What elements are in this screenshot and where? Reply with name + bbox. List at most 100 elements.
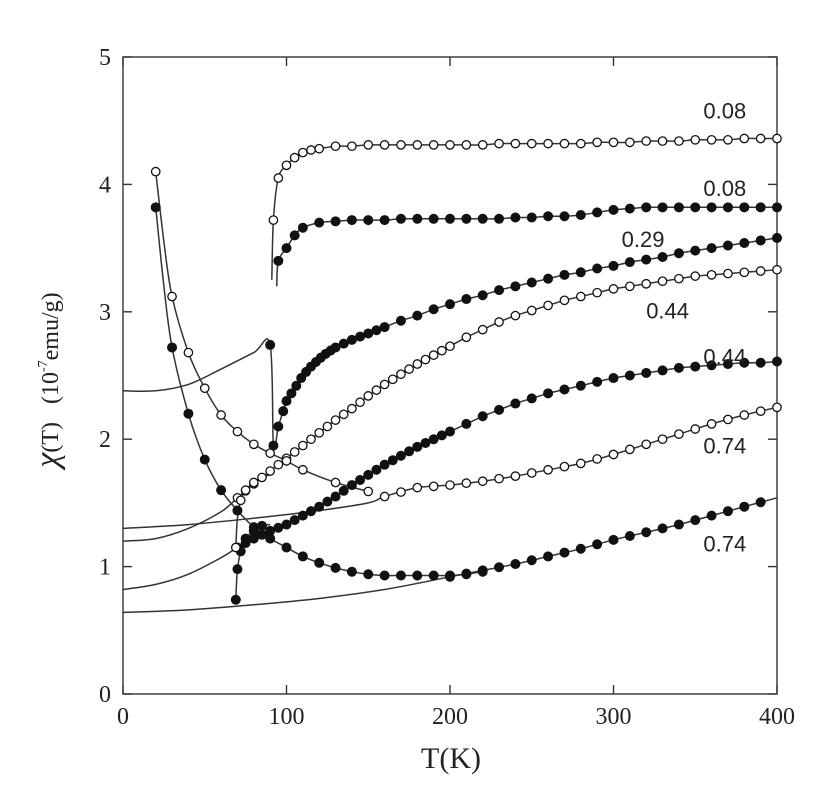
data-point-filled: [281, 519, 292, 530]
data-point-filled: [575, 267, 586, 278]
data-point-filled: [216, 485, 227, 496]
axes-frame: [122, 56, 778, 695]
data-point-open: [624, 281, 635, 292]
data-point-open: [477, 324, 488, 335]
data-point-filled: [543, 388, 554, 399]
data-point-filled: [477, 213, 488, 224]
data-point-filled: [387, 455, 398, 466]
series-labels: 0.08 0.08 0.29 0.44 0.44 0.74 0.74: [622, 99, 747, 557]
data-point-filled: [322, 496, 333, 507]
data-point-open: [624, 137, 635, 148]
data-point-filled: [273, 255, 284, 266]
data-point-open: [396, 487, 406, 497]
data-point-open: [526, 305, 537, 316]
data-point-open: [289, 447, 300, 457]
data-point-open: [436, 345, 447, 356]
y-axis-label: χ(T)(10-7emu/g): [29, 292, 66, 470]
data-point-filled: [624, 257, 635, 268]
data-point-filled: [412, 570, 423, 581]
data-point-open: [412, 359, 423, 369]
data-point-open: [445, 341, 455, 352]
data-point-filled: [444, 426, 455, 437]
data-point-filled: [559, 384, 570, 395]
data-point-open: [608, 449, 619, 460]
data-point-filled: [559, 269, 570, 280]
data-point-open: [559, 138, 570, 149]
data-point-filled: [314, 557, 325, 568]
data-point-filled: [346, 566, 357, 577]
data-point-filled: [510, 281, 521, 292]
data-point-open: [739, 133, 750, 144]
data-point-open: [706, 419, 717, 429]
data-point-open: [477, 140, 488, 150]
data-point-filled: [739, 501, 750, 512]
data-point-filled: [624, 370, 635, 381]
data-point-open: [575, 458, 586, 469]
data-point-open: [355, 397, 365, 408]
data-point-filled: [297, 222, 308, 233]
data-point-open: [297, 147, 308, 158]
data-point-filled: [673, 202, 684, 213]
data-point-filled: [338, 485, 349, 496]
data-point-filled: [281, 243, 292, 254]
data-point-open: [387, 374, 398, 385]
data-point-filled: [543, 551, 554, 562]
data-point-filled: [256, 520, 267, 531]
data-point-open: [706, 134, 717, 145]
data-point-open: [510, 138, 521, 149]
data-point-open: [428, 140, 439, 150]
data-point-filled: [575, 380, 586, 391]
data-point-open: [281, 160, 292, 171]
data-point-filled: [278, 406, 289, 417]
data-point-open: [167, 291, 177, 302]
data-point-filled: [624, 531, 635, 542]
data-point-filled: [420, 438, 431, 449]
data-point-open: [330, 141, 341, 152]
data-point-open: [314, 143, 325, 154]
data-point-open: [739, 267, 750, 278]
y-axis-unit-base: 10: [38, 372, 64, 396]
data-point-open: [543, 300, 553, 311]
data-point-filled: [461, 569, 472, 580]
data-point-filled: [608, 534, 619, 545]
data-point-filled: [232, 564, 243, 575]
data-point-open: [674, 273, 684, 284]
data-point-open: [412, 482, 423, 493]
data-point-filled: [428, 304, 439, 315]
data-point-open: [723, 414, 733, 425]
data-point-filled: [657, 365, 668, 376]
data-point-open: [379, 491, 390, 502]
data-point-open: [543, 464, 553, 475]
data-point-filled: [314, 217, 325, 228]
data-point-filled: [379, 215, 390, 226]
data-point-open: [494, 473, 504, 484]
data-point-filled: [772, 232, 783, 243]
data-point-filled: [510, 212, 521, 223]
data-point-filled: [592, 263, 603, 274]
data-point-open: [379, 140, 390, 150]
data-point-filled: [330, 216, 341, 227]
data-point-filled: [273, 421, 284, 432]
data-point-open: [363, 486, 374, 497]
data-point-filled: [608, 373, 619, 384]
data-point-filled: [690, 202, 701, 213]
data-point-open: [183, 347, 194, 358]
axis-ticks: 0 100 200 300 400 0 1 2 3 4 5: [99, 45, 795, 730]
data-point-filled: [657, 523, 668, 534]
data-point-filled: [772, 202, 783, 213]
data-point-filled: [291, 380, 302, 391]
data-point-open: [273, 173, 284, 183]
data-point-open: [723, 134, 733, 145]
series-line: [122, 497, 778, 614]
data-point-open: [575, 138, 586, 149]
data-point-filled: [428, 434, 439, 445]
data-point-open: [608, 137, 619, 148]
data-point-open: [404, 364, 414, 374]
data-point-open: [248, 477, 259, 488]
data-point-filled: [772, 356, 783, 367]
data-point-filled: [706, 243, 717, 254]
data-point-filled: [608, 204, 619, 215]
data-point-filled: [608, 260, 619, 271]
data-point-filled: [706, 510, 717, 521]
